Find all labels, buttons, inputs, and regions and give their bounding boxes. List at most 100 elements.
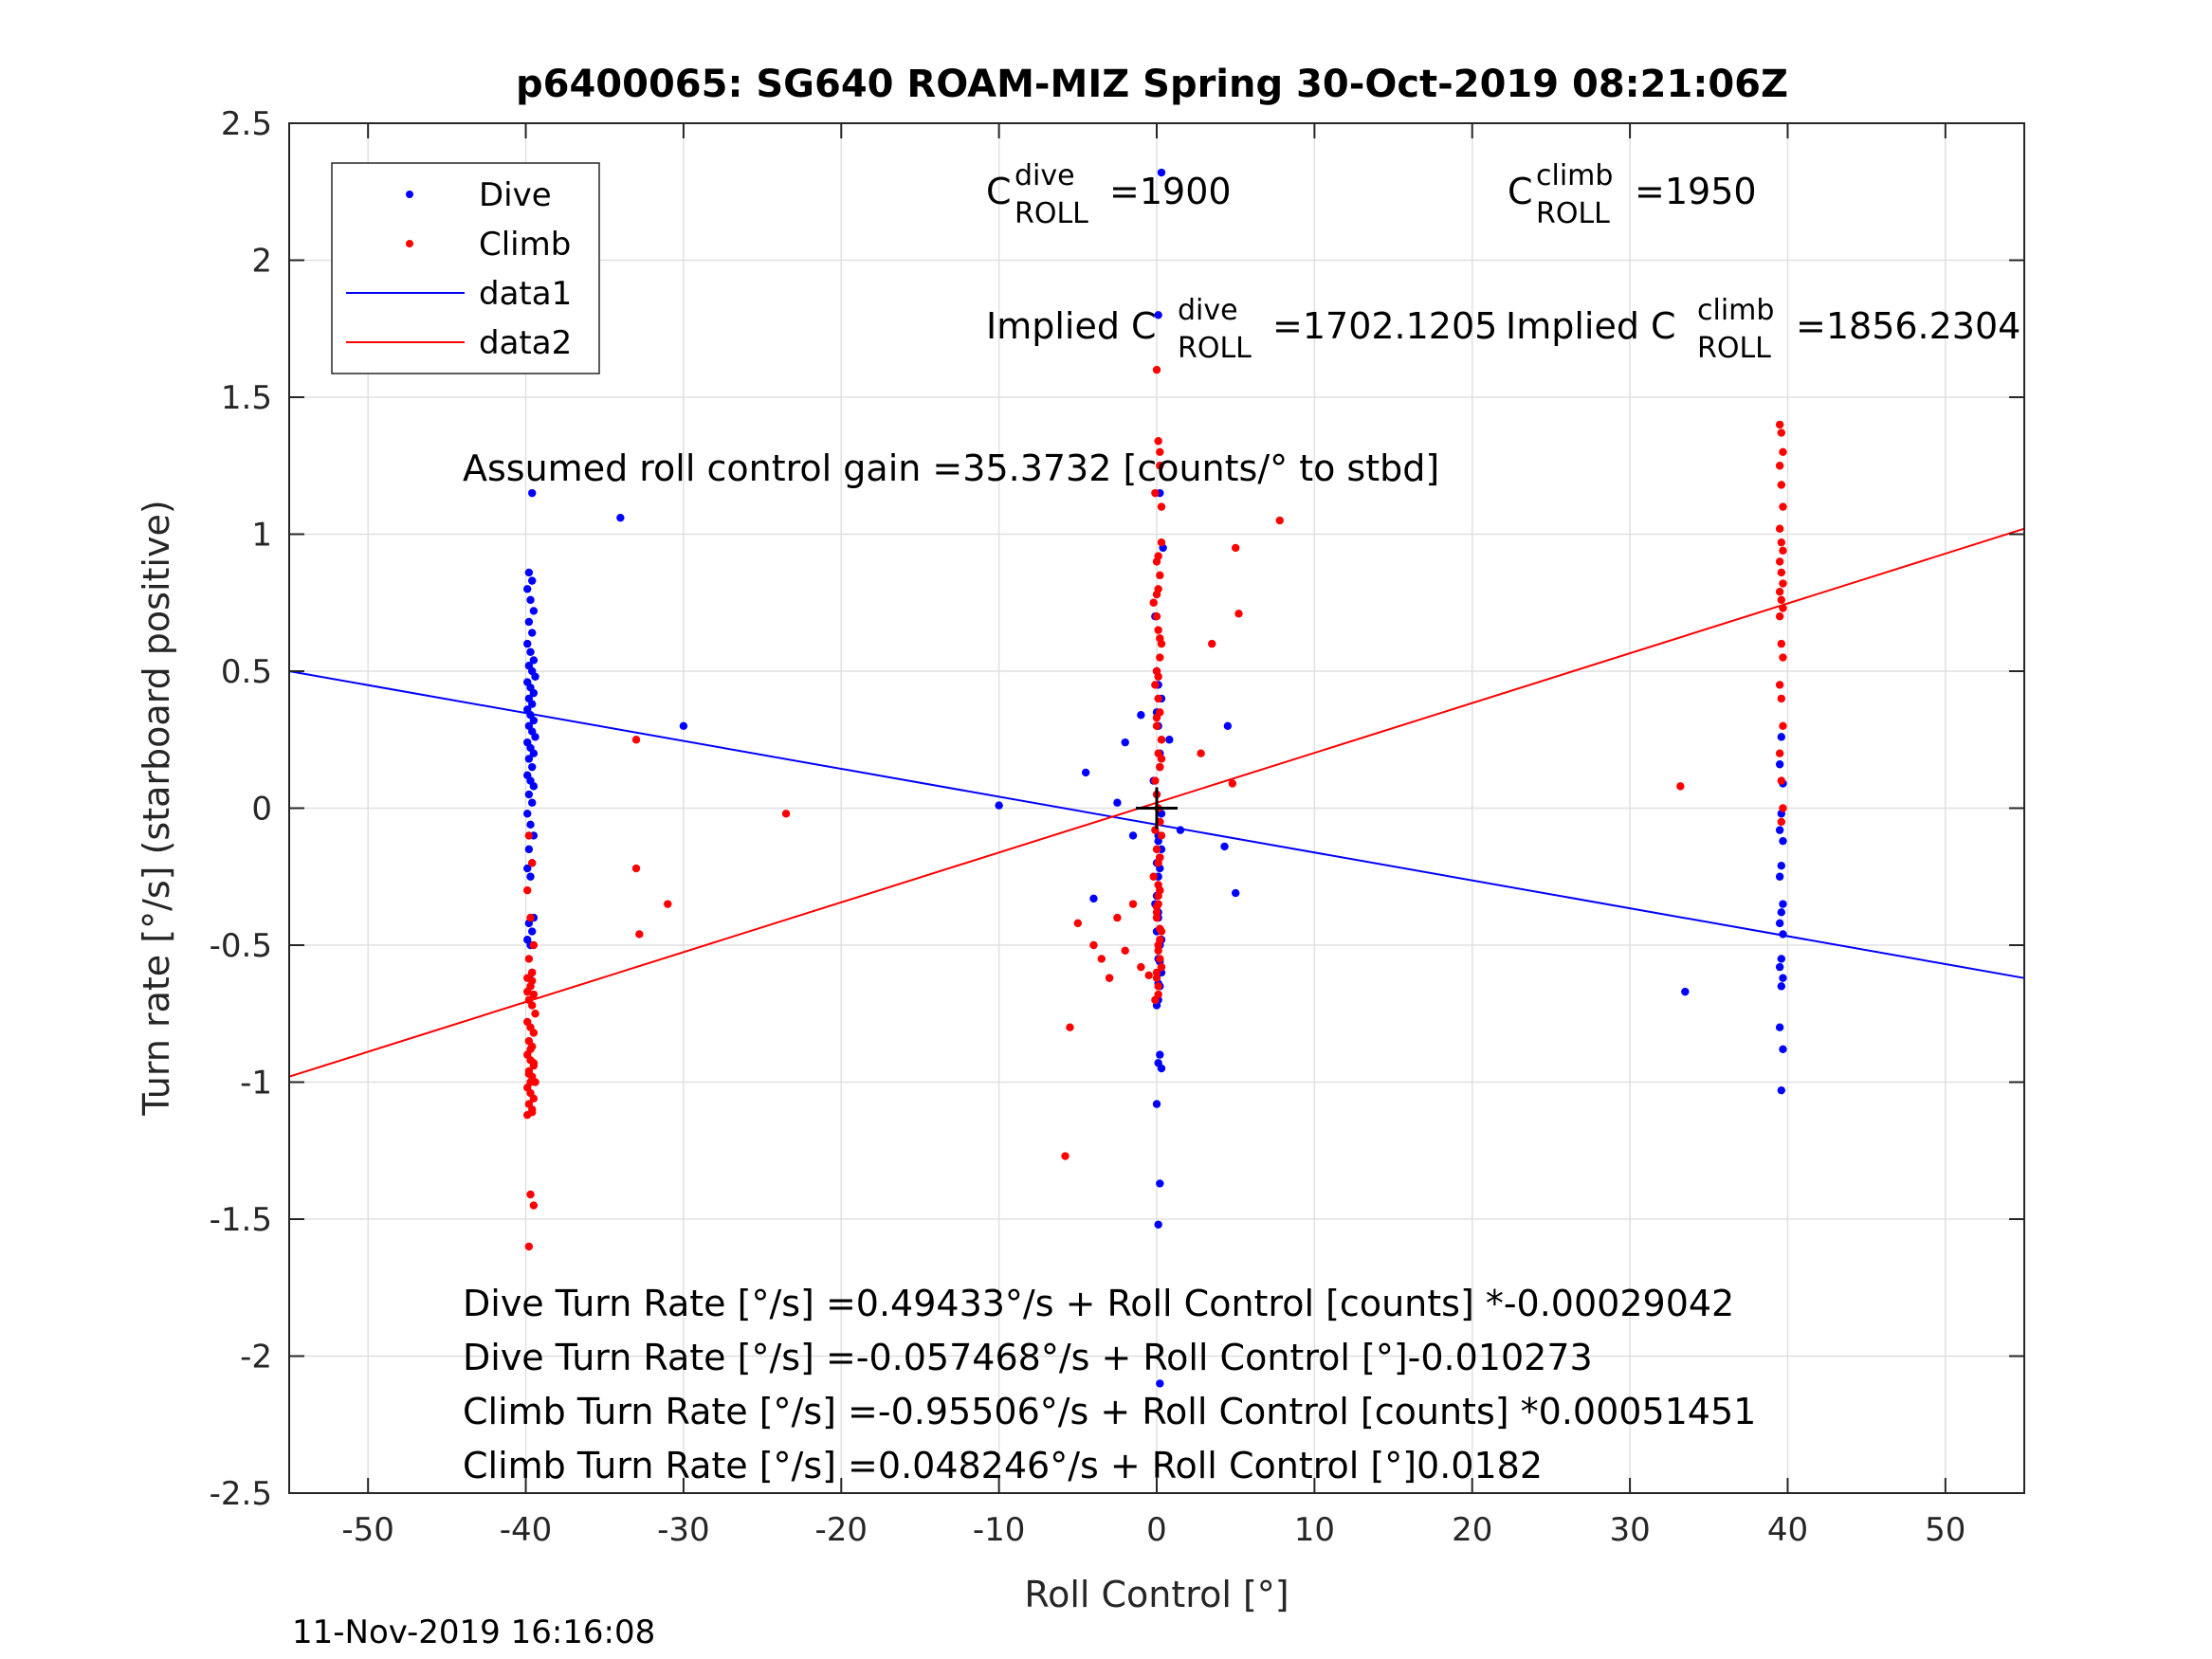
dive-point bbox=[1779, 930, 1787, 939]
climb-point bbox=[1154, 982, 1162, 991]
dive-point bbox=[1775, 872, 1784, 881]
origin-crosshair bbox=[1136, 787, 1178, 830]
climb-point bbox=[1779, 721, 1787, 730]
legend-dive-marker bbox=[406, 191, 413, 198]
dive-point bbox=[1681, 987, 1690, 996]
climb-point bbox=[1154, 626, 1162, 634]
climb-point bbox=[1066, 1023, 1074, 1031]
climb-point bbox=[1777, 817, 1786, 827]
c-climb-sup: climb bbox=[1536, 159, 1613, 192]
implied-climb-annotation: Implied C climb ROLL =1856.2304 bbox=[1506, 294, 2020, 365]
dive-point bbox=[524, 617, 534, 627]
axis-ticks: -50 -40 -30 -20 -10 0 10 20 30 40 50-2.5-2-1.5-1-0… bbox=[210, 105, 2024, 1549]
dive-point bbox=[529, 716, 539, 725]
dive-point bbox=[526, 872, 535, 881]
climb-point bbox=[1775, 612, 1784, 621]
dive-point bbox=[526, 820, 535, 830]
dive-point bbox=[1777, 1085, 1786, 1095]
data-points bbox=[523, 168, 1787, 1388]
y-tick-label: 2 bbox=[251, 243, 272, 281]
climb-point bbox=[781, 810, 791, 818]
implied-climb-sub: ROLL bbox=[1697, 332, 1771, 365]
climb-point bbox=[1779, 804, 1787, 812]
y-tick-label: 0 bbox=[251, 791, 272, 829]
climb-point bbox=[1775, 681, 1784, 689]
climb-point bbox=[524, 955, 534, 963]
climb-point bbox=[1152, 365, 1161, 374]
implied-climb-value: =1856.2304 bbox=[1796, 305, 2020, 347]
climb-point bbox=[1779, 604, 1787, 612]
climb-point bbox=[523, 987, 532, 996]
climb-point bbox=[1152, 913, 1161, 922]
climb-point bbox=[529, 1094, 539, 1103]
climb-point bbox=[1154, 891, 1162, 901]
climb-point bbox=[1144, 971, 1153, 979]
climb-equation-degrees: Climb Turn Rate [°/s] =0.048246°/s + Rol… bbox=[463, 1445, 1543, 1486]
dive-point bbox=[523, 810, 532, 818]
climb-point bbox=[1151, 488, 1160, 498]
climb-point bbox=[631, 736, 641, 744]
dive-point bbox=[529, 749, 539, 757]
c-climb-value: =1950 bbox=[1635, 171, 1757, 212]
climb-point bbox=[526, 1045, 535, 1054]
x-tick-label: -40 bbox=[500, 1511, 553, 1549]
climb-point bbox=[1777, 568, 1786, 577]
climb-point bbox=[1275, 516, 1284, 525]
climb-point bbox=[1777, 639, 1786, 648]
dive-point bbox=[1779, 974, 1787, 982]
climb-point bbox=[631, 864, 641, 873]
climb-equation-counts: Climb Turn Rate [°/s] =-0.95506°/s + Rol… bbox=[463, 1391, 1756, 1432]
climb-point bbox=[1156, 853, 1164, 862]
c-climb-sub: ROLL bbox=[1536, 197, 1610, 230]
climb-point bbox=[1061, 1152, 1069, 1160]
dive-point bbox=[523, 639, 532, 648]
x-tick-label: -50 bbox=[341, 1511, 394, 1549]
dive-point bbox=[1779, 1045, 1787, 1054]
climb-point bbox=[1152, 968, 1161, 977]
dive-point bbox=[1154, 311, 1162, 319]
climb-point bbox=[1156, 955, 1164, 963]
climb-point bbox=[1157, 831, 1166, 840]
implied-climb-sup: climb bbox=[1697, 294, 1774, 327]
climb-point bbox=[526, 1078, 535, 1086]
climb-point bbox=[1097, 955, 1106, 963]
climb-point bbox=[1234, 610, 1243, 618]
implied-dive-value: =1702.1205 bbox=[1272, 305, 1497, 347]
dive-point bbox=[1081, 768, 1090, 777]
climb-point bbox=[1152, 902, 1161, 911]
climb-point bbox=[529, 1201, 539, 1210]
climb-point bbox=[1777, 776, 1786, 785]
x-tick-label: 10 bbox=[1294, 1511, 1335, 1549]
climb-point bbox=[635, 930, 644, 939]
x-tick-label: 20 bbox=[1452, 1511, 1492, 1549]
dive-point bbox=[523, 864, 532, 873]
y-tick-label: 1.5 bbox=[221, 379, 272, 417]
dive-point bbox=[531, 733, 539, 741]
dive-point bbox=[1779, 836, 1787, 846]
climb-point bbox=[1105, 974, 1114, 982]
dive-point bbox=[1121, 738, 1129, 747]
x-tick-label: 0 bbox=[1146, 1511, 1167, 1549]
y-tick-label: -1.5 bbox=[210, 1201, 272, 1239]
x-tick-label: 30 bbox=[1609, 1511, 1650, 1549]
print-timestamp: 11-Nov-2019 16:16:08 bbox=[292, 1613, 655, 1651]
c-dive-sub: ROLL bbox=[1015, 197, 1088, 230]
climb-point bbox=[1775, 749, 1784, 757]
climb-point bbox=[1152, 612, 1161, 621]
dive-point bbox=[1152, 1100, 1161, 1108]
climb-point bbox=[1779, 579, 1787, 588]
climb-point bbox=[1777, 481, 1786, 489]
climb-point bbox=[1137, 962, 1145, 972]
dive-point bbox=[1156, 1050, 1164, 1059]
x-tick-label: 50 bbox=[1925, 1511, 1965, 1549]
dive-equation-counts: Dive Turn Rate [°/s] =0.49433°/s + Roll … bbox=[463, 1283, 1734, 1324]
dive-point bbox=[616, 513, 625, 522]
climb-point bbox=[1154, 552, 1162, 560]
dive-point bbox=[524, 845, 534, 854]
dive-point bbox=[1157, 1064, 1166, 1073]
climb-point bbox=[528, 1001, 537, 1010]
climb-point bbox=[1156, 653, 1164, 662]
c-dive-sup: dive bbox=[1015, 159, 1075, 192]
climb-point bbox=[1073, 919, 1083, 928]
